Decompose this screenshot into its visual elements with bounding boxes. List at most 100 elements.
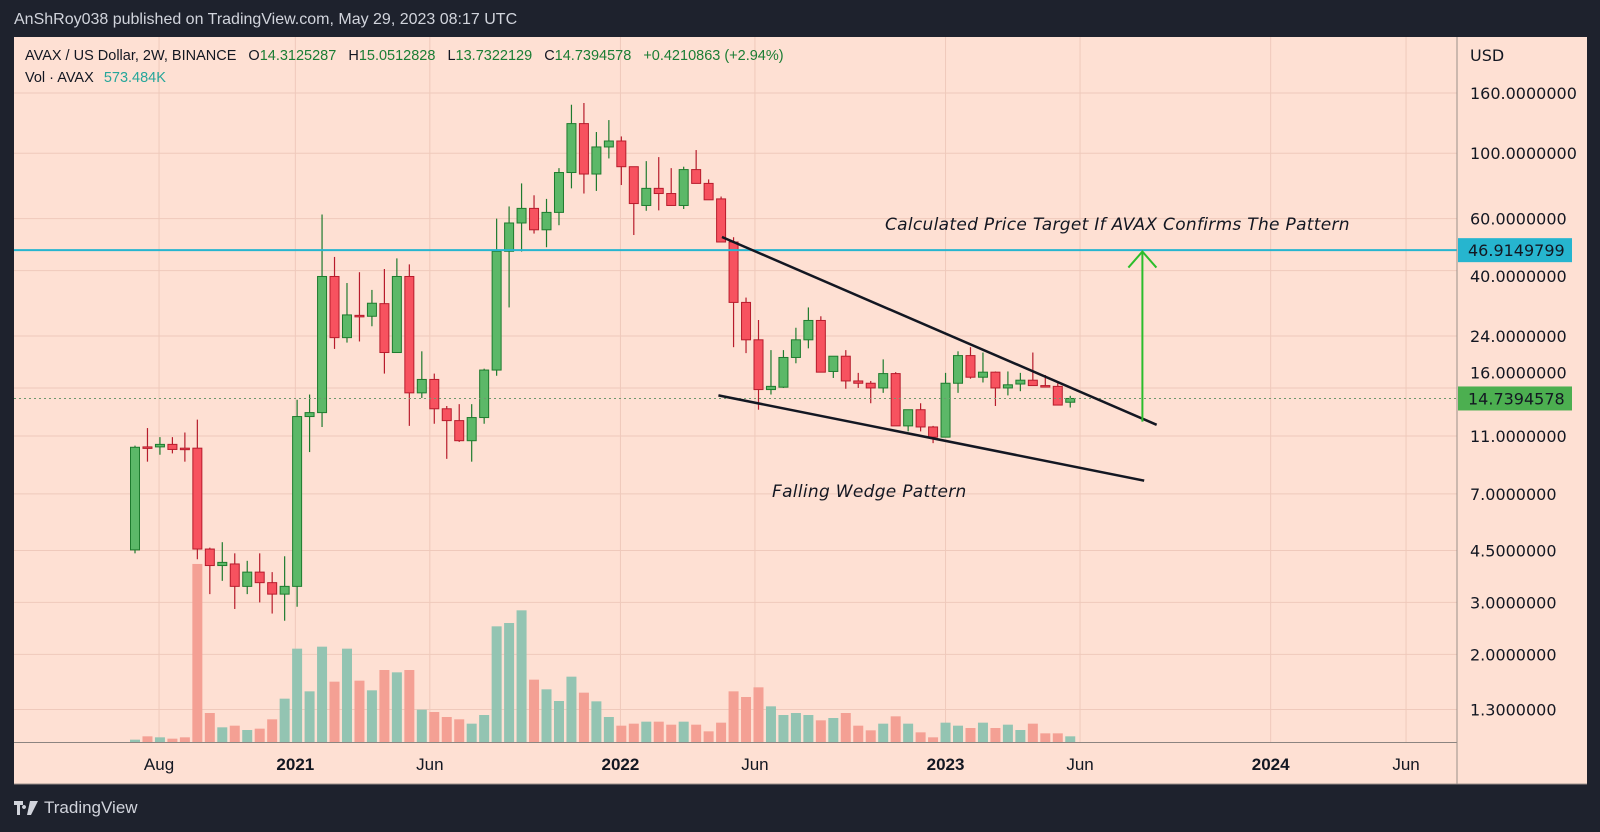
candle-body[interactable] (815, 319, 826, 373)
volume-bar (1040, 733, 1051, 742)
candle-body[interactable] (653, 187, 664, 195)
candle-body[interactable] (641, 187, 652, 206)
price-axis[interactable]: USD 160.0000000 100.0000000 60.0000000 40.0… (1470, 46, 1577, 720)
candle-body[interactable] (591, 146, 602, 175)
candle-body[interactable] (366, 302, 377, 317)
candle-body[interactable] (890, 373, 901, 427)
open-label: O (248, 48, 260, 64)
candle-body[interactable] (666, 193, 677, 206)
candle-body[interactable] (703, 182, 714, 201)
candle-body[interactable] (1015, 379, 1026, 385)
candle-body[interactable] (953, 355, 964, 384)
candle-body[interactable] (441, 408, 452, 422)
time-tick-label: 2024 (1252, 755, 1290, 774)
candle-body[interactable] (553, 172, 564, 213)
volume-bar (167, 738, 178, 742)
candle-body[interactable] (304, 412, 315, 418)
candle-body[interactable] (504, 222, 515, 252)
candle-body[interactable] (778, 356, 789, 388)
candle-body[interactable] (616, 140, 627, 168)
chart-pane[interactable] (14, 37, 1587, 784)
candle-body[interactable] (516, 207, 527, 224)
candle-body[interactable] (828, 355, 839, 372)
candle-body[interactable] (915, 409, 926, 428)
candle-body[interactable] (317, 275, 328, 414)
candle-body[interactable] (404, 275, 415, 394)
candle-body[interactable] (803, 319, 814, 341)
candle-body[interactable] (429, 378, 440, 410)
volume-bar (267, 719, 278, 742)
candle-body[interactable] (466, 417, 477, 442)
candle-body[interactable] (391, 275, 402, 354)
candle-body[interactable] (1040, 385, 1051, 388)
candle-body[interactable] (865, 382, 876, 389)
candle-body[interactable] (541, 211, 552, 231)
time-axis[interactable]: Aug 2021 Jun 2022 Jun 2023 Jun 2024 Jun (144, 755, 1420, 774)
candle-body[interactable] (416, 378, 427, 394)
candle-body[interactable] (529, 207, 540, 231)
candle-body[interactable] (154, 443, 165, 448)
candle-body[interactable] (977, 371, 988, 378)
volume-bar (466, 723, 477, 742)
candle-body[interactable] (479, 369, 490, 419)
candle-body[interactable] (753, 339, 764, 391)
candle-body[interactable] (192, 447, 203, 550)
candle-body[interactable] (329, 275, 340, 339)
candle-body[interactable] (354, 314, 365, 318)
price-tick-label: 1.3000000 (1470, 701, 1557, 720)
volume-bar (504, 622, 515, 742)
candle-body[interactable] (217, 561, 228, 567)
volume-bar (553, 701, 564, 742)
volume-bar (977, 722, 988, 742)
candle-body[interactable] (878, 373, 889, 389)
candle-body[interactable] (716, 198, 727, 243)
candle-body[interactable] (204, 548, 215, 567)
candle-body[interactable] (741, 301, 752, 341)
candle-body[interactable] (578, 123, 589, 175)
candle-body[interactable] (691, 169, 702, 184)
candle-body[interactable] (790, 339, 801, 358)
candle-body[interactable] (1002, 384, 1013, 389)
candle-body[interactable] (179, 447, 190, 451)
candle-body[interactable] (678, 169, 689, 206)
candle-body[interactable] (379, 303, 390, 354)
candle-body[interactable] (341, 314, 352, 339)
target-annotation[interactable]: Calculated Price Target If AVAX Confirms… (885, 215, 1350, 235)
candle-body[interactable] (242, 571, 253, 587)
volume-bar (903, 723, 914, 742)
candle-body[interactable] (603, 140, 614, 148)
price-tick-label: 4.5000000 (1470, 541, 1557, 560)
candle-body[interactable] (491, 250, 502, 371)
candle-body[interactable] (454, 420, 465, 442)
candle-body[interactable] (765, 385, 776, 391)
candle-body[interactable] (853, 380, 864, 384)
candle-body[interactable] (990, 371, 1001, 389)
candle-body[interactable] (1027, 379, 1038, 387)
candle-body[interactable] (254, 571, 265, 584)
tradingview-logo[interactable]: TradingView (14, 798, 138, 818)
candle-body[interactable] (142, 446, 153, 449)
candle-body[interactable] (267, 582, 278, 595)
candle-body[interactable] (130, 446, 140, 551)
candle-body[interactable] (1052, 385, 1063, 406)
wedge-annotation[interactable]: Falling Wedge Pattern (772, 482, 967, 502)
candle-body[interactable] (965, 355, 976, 378)
candle-body[interactable] (167, 443, 178, 450)
candle-body[interactable] (628, 166, 639, 205)
candle-body[interactable] (940, 382, 951, 438)
volume-bar (790, 712, 801, 742)
wedge-lower-trendline[interactable] (718, 394, 1145, 482)
volume-bar (890, 716, 901, 742)
wedge-upper-trendline[interactable] (721, 235, 1158, 426)
candle-body[interactable] (903, 409, 914, 427)
volume-value: 573.484K (103, 70, 166, 86)
candle-body[interactable] (279, 585, 290, 595)
candle-body[interactable] (1065, 397, 1076, 403)
candle-body[interactable] (566, 123, 577, 174)
target-arrow[interactable] (1127, 250, 1158, 422)
candle-body[interactable] (229, 563, 240, 587)
candle-body[interactable] (928, 426, 939, 438)
candle-body[interactable] (840, 355, 851, 382)
candle-body[interactable] (292, 416, 303, 587)
